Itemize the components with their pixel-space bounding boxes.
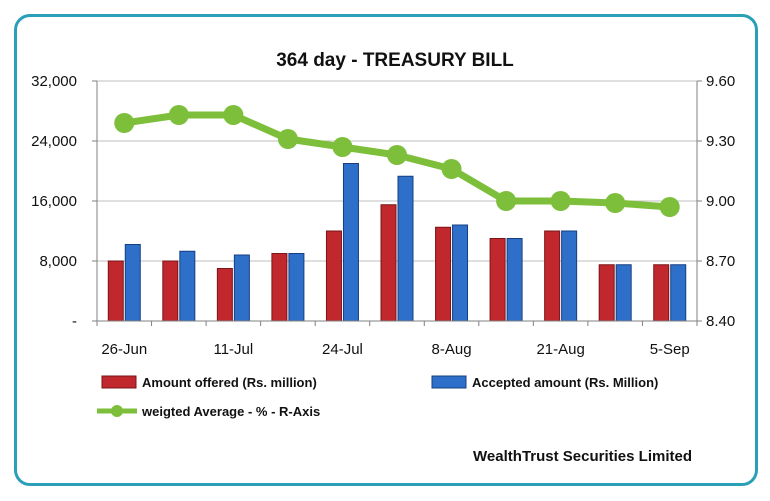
bar-offered (325, 230, 342, 322)
bar-accepted (342, 163, 359, 322)
legend-swatch-accepted (431, 375, 467, 389)
bar-accepted (561, 230, 578, 322)
average-point (277, 129, 298, 149)
bar-offered (380, 204, 397, 322)
average-point (550, 191, 571, 211)
bar-offered (489, 238, 506, 322)
legend: Amount offered (Rs. million) Accepted am… (97, 375, 658, 419)
bar-offered (162, 260, 179, 322)
bar-offered (271, 253, 288, 322)
average-point (114, 113, 135, 133)
average-point (496, 191, 517, 211)
average-point (659, 197, 680, 217)
bar-accepted (452, 224, 469, 322)
right-tick-label: 9.30 (706, 133, 735, 150)
x-tick-label: 26-Jun (101, 341, 147, 358)
legend-marker-average (111, 405, 123, 417)
bar-offered (544, 230, 561, 322)
right-tick-label: 9.60 (706, 73, 735, 90)
bar-accepted (615, 264, 632, 322)
left-tick-label: 32,000 (31, 73, 77, 90)
bar-accepted (670, 264, 687, 322)
left-tick-label: 16,000 (31, 193, 77, 210)
average-point (223, 105, 244, 125)
x-tick-label: 5-Sep (650, 341, 690, 358)
right-tick-label: 8.40 (706, 313, 735, 330)
x-tick-label: 11-Jul (213, 341, 253, 358)
bar-accepted (233, 254, 250, 322)
source-label: WealthTrust Securities Limited (473, 448, 692, 465)
bar-accepted (397, 175, 414, 322)
tick-labels: - 8,000 16,000 24,000 32,000 8.40 8.70 9.00 9.30… (31, 73, 735, 358)
bar-accepted (124, 244, 141, 322)
left-tick-label: 8,000 (39, 253, 77, 270)
bar-accepted (179, 250, 196, 322)
bar-accepted (506, 238, 523, 322)
bar-offered (598, 264, 615, 322)
bar-offered (435, 226, 452, 322)
gridlines (97, 80, 697, 262)
axes (92, 80, 702, 326)
x-tick-label: 8-Aug (432, 341, 472, 358)
bar-offered (216, 268, 233, 322)
bar-offered (653, 264, 670, 322)
bar-accepted (288, 253, 305, 322)
right-tick-label: 8.70 (706, 253, 735, 270)
average-point (332, 137, 353, 157)
average-point (441, 159, 462, 179)
legend-label-offered: Amount offered (Rs. million) (142, 375, 317, 390)
bars (107, 163, 687, 322)
average-point (387, 145, 407, 165)
x-tick-label: 21-Aug (536, 341, 584, 358)
left-tick-label: 24,000 (31, 133, 77, 150)
chart-title: 364 day - TREASURY BILL (276, 50, 514, 71)
legend-label-accepted: Accepted amount (Rs. Million) (472, 375, 658, 390)
average-point (168, 105, 189, 125)
bar-offered (107, 260, 124, 322)
left-tick-label: - (72, 313, 77, 330)
legend-swatch-offered (101, 375, 137, 389)
average-line (114, 105, 680, 217)
average-point (605, 193, 626, 213)
legend-label-average: weigted Average - % - R-Axis (141, 404, 320, 419)
right-tick-label: 9.00 (706, 193, 735, 210)
x-tick-label: 24-Jul (322, 341, 363, 358)
